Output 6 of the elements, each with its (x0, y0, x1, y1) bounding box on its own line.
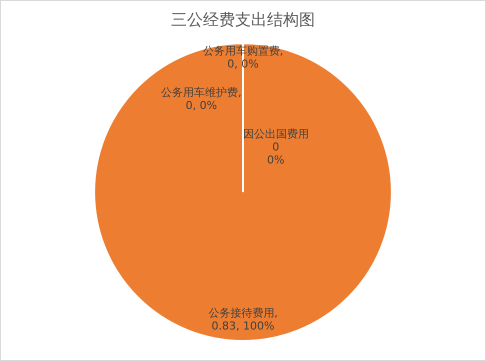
slice-label: 公务接待费用, 0.83, 100% (208, 306, 278, 333)
category-label: 公务用车维护费, (161, 86, 242, 100)
chart-title: 三公经费支出结构图 (171, 10, 315, 29)
category-label: 因公出国费用 (242, 127, 309, 140)
text: 0 0% (267, 140, 284, 166)
text: 0, 0% (186, 99, 218, 112)
